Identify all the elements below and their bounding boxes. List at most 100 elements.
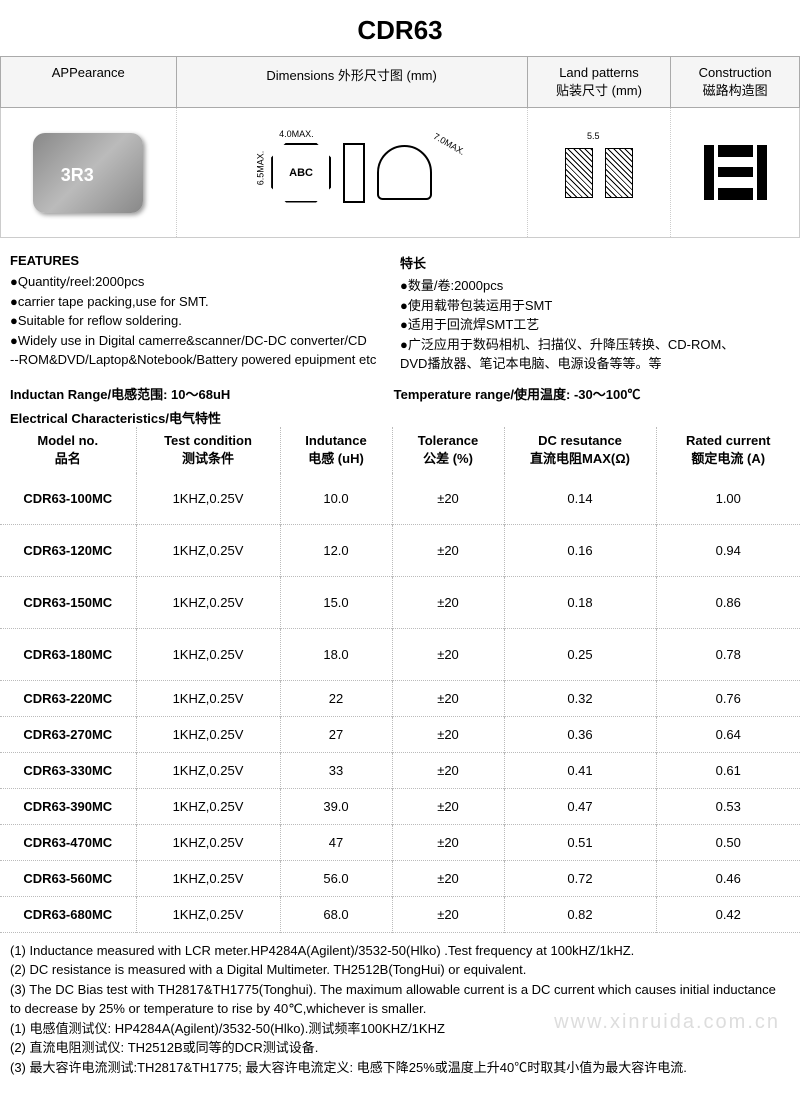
feature-item: ●数量/卷:2000pcs [400, 276, 790, 296]
note-item: (2) 直流电阻测试仪: TH2512B或同等的DCR测试设备. [10, 1038, 790, 1058]
feature-item: ●Suitable for reflow soldering. [10, 311, 400, 331]
table-cell: CDR63-150MC [0, 576, 136, 628]
table-cell: 10.0 [280, 473, 392, 525]
table-row: CDR63-120MC1KHZ,0.25V12.0±200.160.94 [0, 524, 800, 576]
table-cell: ±20 [392, 576, 504, 628]
table-row: CDR63-100MC1KHZ,0.25V10.0±200.141.00 [0, 473, 800, 525]
table-cell: 0.14 [504, 473, 656, 525]
note-item: (1) Inductance measured with LCR meter.H… [10, 941, 790, 961]
table-header: DC resutance直流电阻MAX(Ω) [504, 427, 656, 473]
appearance-cell [1, 108, 177, 237]
table-cell: 0.32 [504, 680, 656, 716]
hdr-land: Land patterns 贴装尺寸 (mm) [528, 57, 672, 107]
table-cell: ±20 [392, 628, 504, 680]
hdr-appearance: APPearance [1, 57, 177, 107]
table-row: CDR63-560MC1KHZ,0.25V56.0±200.720.46 [0, 860, 800, 896]
table-cell: CDR63-330MC [0, 752, 136, 788]
feature-item: ●广泛应用于数码相机、扫描仪、升降压转换、CD-ROM、 [400, 335, 790, 355]
table-cell: 68.0 [280, 896, 392, 932]
table-cell: 0.61 [656, 752, 800, 788]
table-cell: ±20 [392, 896, 504, 932]
table-cell: 0.86 [656, 576, 800, 628]
table-row: CDR63-220MC1KHZ,0.25V22±200.320.76 [0, 680, 800, 716]
dimensions-cell: 4.0MAX. ABC 6.5MAX. 7.0MAX. [177, 108, 528, 237]
note-item: (3) 最大容许电流测试:TH2817&TH1775; 最大容许电流定义: 电感… [10, 1058, 790, 1078]
table-row: CDR63-680MC1KHZ,0.25V68.0±200.820.42 [0, 896, 800, 932]
table-cell: 0.72 [504, 860, 656, 896]
table-cell: 39.0 [280, 788, 392, 824]
table-cell: 0.82 [504, 896, 656, 932]
table-cell: 0.53 [656, 788, 800, 824]
table-cell: 0.94 [656, 524, 800, 576]
octagon-icon: ABC [271, 143, 331, 203]
table-row: CDR63-390MC1KHZ,0.25V39.0±200.470.53 [0, 788, 800, 824]
table-cell: 12.0 [280, 524, 392, 576]
hdr-construction: Construction 磁路构造图 [671, 57, 799, 107]
header-row: APPearance Dimensions 外形尺寸图 (mm) Land pa… [0, 56, 800, 108]
dim-w: 4.0MAX. [279, 129, 314, 139]
table-cell: 0.78 [656, 628, 800, 680]
spec-table: Model no.品名Test condition测试条件Indutance电感… [0, 427, 800, 933]
feature-item: ●Widely use in Digital camerre&scanner/D… [10, 331, 400, 351]
table-header: Test condition测试条件 [136, 427, 280, 473]
table-row: CDR63-180MC1KHZ,0.25V18.0±200.250.78 [0, 628, 800, 680]
table-cell: 33 [280, 752, 392, 788]
features-en: FEATURES ●Quantity/reel:2000pcs●carrier … [10, 253, 400, 374]
table-cell: 1KHZ,0.25V [136, 896, 280, 932]
feature-item: DVD播放器、笔记本电脑、电源设备等等。等 [400, 354, 790, 374]
table-cell: 1KHZ,0.25V [136, 824, 280, 860]
construction-icon [704, 145, 767, 200]
land-pad-icon [565, 148, 593, 198]
table-cell: 1KHZ,0.25V [136, 788, 280, 824]
feature-item: ●carrier tape packing,use for SMT. [10, 292, 400, 312]
table-cell: 0.50 [656, 824, 800, 860]
inductor-photo [33, 133, 143, 213]
dim-h: 6.5MAX. [255, 150, 265, 185]
table-cell: 0.41 [504, 752, 656, 788]
table-cell: 0.18 [504, 576, 656, 628]
table-cell: 0.46 [656, 860, 800, 896]
table-row: CDR63-470MC1KHZ,0.25V47±200.510.50 [0, 824, 800, 860]
table-row: CDR63-270MC1KHZ,0.25V27±200.360.64 [0, 716, 800, 752]
table-cell: 15.0 [280, 576, 392, 628]
construction-cell [671, 108, 799, 237]
land-w: 5.5 [587, 131, 600, 141]
note-item: (2) DC resistance is measured with a Dig… [10, 960, 790, 980]
table-cell: 0.51 [504, 824, 656, 860]
table-header: Indutance电感 (uH) [280, 427, 392, 473]
table-cell: 1KHZ,0.25V [136, 752, 280, 788]
table-cell: 1.00 [656, 473, 800, 525]
feature-item: --ROM&DVD/Laptop&Notebook/Battery powere… [10, 350, 400, 370]
table-cell: 1KHZ,0.25V [136, 680, 280, 716]
table-cell: 0.47 [504, 788, 656, 824]
table-cell: CDR63-270MC [0, 716, 136, 752]
table-cell: ±20 [392, 716, 504, 752]
hdr-dimensions: Dimensions 外形尺寸图 (mm) [177, 57, 528, 107]
top-view-icon [377, 145, 432, 200]
table-cell: 27 [280, 716, 392, 752]
feature-item: ●使用载带包装运用于SMT [400, 296, 790, 316]
table-cell: CDR63-120MC [0, 524, 136, 576]
table-cell: 47 [280, 824, 392, 860]
table-cell: ±20 [392, 860, 504, 896]
feature-item: ●Quantity/reel:2000pcs [10, 272, 400, 292]
table-cell: 56.0 [280, 860, 392, 896]
table-cell: 1KHZ,0.25V [136, 524, 280, 576]
table-cell: 0.64 [656, 716, 800, 752]
table-cell: CDR63-100MC [0, 473, 136, 525]
table-cell: CDR63-560MC [0, 860, 136, 896]
table-cell: 18.0 [280, 628, 392, 680]
features-cn: 特长 ●数量/卷:2000pcs●使用载带包装运用于SMT●适用于回流焊SMT工… [400, 253, 790, 374]
table-cell: ±20 [392, 752, 504, 788]
table-cell: ±20 [392, 524, 504, 576]
table-cell: 0.76 [656, 680, 800, 716]
land-pad-icon [605, 148, 633, 198]
table-row: CDR63-330MC1KHZ,0.25V33±200.410.61 [0, 752, 800, 788]
features-section: FEATURES ●Quantity/reel:2000pcs●carrier … [0, 238, 800, 379]
table-cell: 0.36 [504, 716, 656, 752]
table-cell: ±20 [392, 824, 504, 860]
table-cell: CDR63-470MC [0, 824, 136, 860]
page-title: CDR63 [0, 0, 800, 56]
table-cell: 0.42 [656, 896, 800, 932]
table-cell: CDR63-220MC [0, 680, 136, 716]
